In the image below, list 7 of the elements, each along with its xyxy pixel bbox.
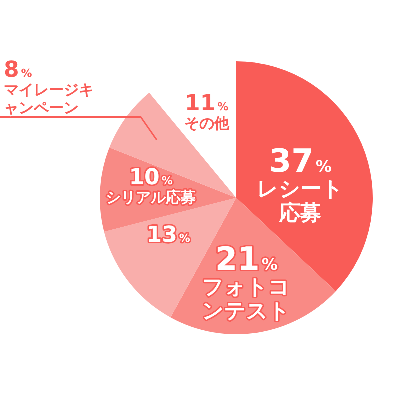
slice-label: その他 bbox=[184, 114, 230, 132]
data-label: 13% bbox=[146, 222, 190, 248]
data-label: 8% bbox=[4, 58, 32, 84]
data-label: 10% bbox=[129, 166, 173, 191]
slice-label: シリアル応募 bbox=[106, 188, 196, 207]
data-label: 11% bbox=[185, 91, 229, 116]
slice-label: マイレージキャンペーン bbox=[4, 81, 94, 118]
